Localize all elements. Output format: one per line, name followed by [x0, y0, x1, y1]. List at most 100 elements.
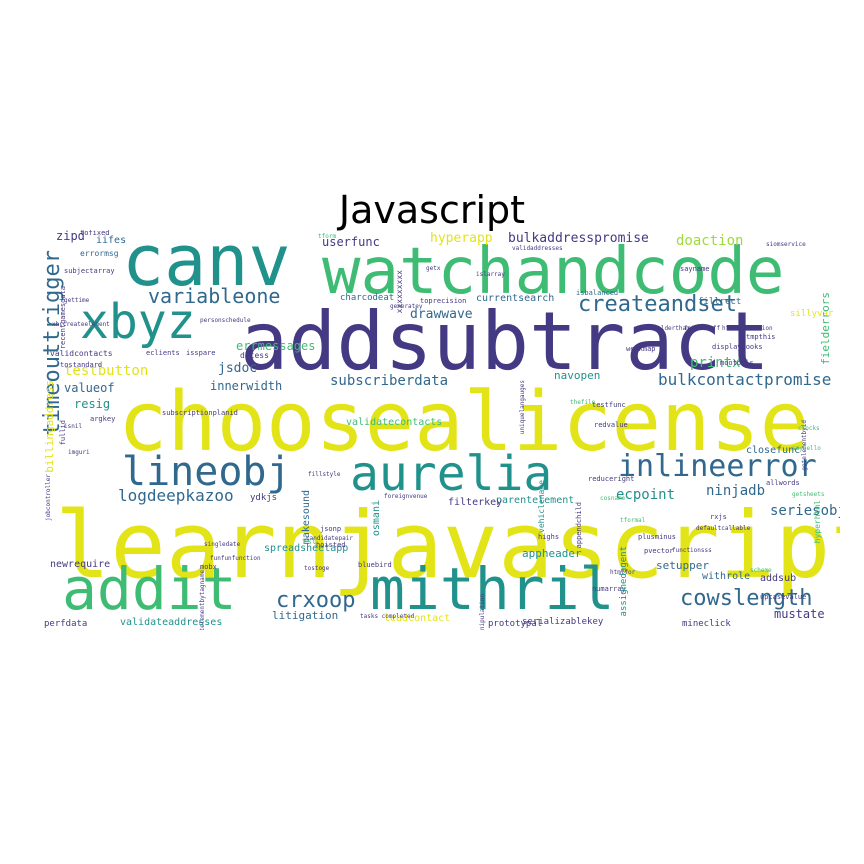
cloud-word: parentelement	[496, 495, 575, 506]
cloud-word: lineobj	[122, 449, 291, 495]
cloud-word: errormsg	[80, 249, 119, 258]
cloud-word: defaultcallable	[696, 525, 751, 532]
cloud-word: htmlfor	[610, 569, 636, 576]
cloud-word: fillrect	[698, 297, 742, 307]
cloud-word: personschedule	[200, 317, 251, 324]
cloud-word: billingaddress	[43, 380, 56, 473]
cloud-word: printx	[690, 355, 741, 371]
cloud-word: serializablekey	[522, 617, 604, 627]
cloud-word: tsl	[302, 537, 317, 546]
cloud-word: getelementbytagname	[199, 570, 206, 630]
cloud-word: htmlcollection	[722, 325, 773, 332]
word-cloud: learnjavascript choosealicense addsubtract…	[40, 230, 840, 630]
cloud-word: bulkaddresspromise	[508, 231, 649, 246]
cloud-word: closefunc	[746, 445, 801, 456]
cloud-word: allwords	[766, 479, 800, 487]
cloud-word: aurelia	[350, 446, 553, 502]
cloud-word: getx	[426, 265, 441, 272]
cloud-word: islarray	[476, 271, 505, 278]
cloud-word: errmessages	[236, 339, 316, 353]
cloud-word: isnil	[64, 423, 83, 430]
cloud-word: crocks	[798, 425, 820, 432]
cloud-word: hyperhtml	[813, 500, 822, 544]
cloud-word: withrole	[702, 571, 751, 582]
cloud-word: drawwave	[410, 307, 473, 322]
cloud-word: createandset	[578, 292, 737, 317]
cloud-word: validaddresses	[512, 245, 563, 252]
cloud-word: getsheets	[792, 491, 825, 498]
cloud-word: thefile	[570, 399, 596, 406]
cloud-word: addit	[62, 555, 237, 623]
cloud-word: filterkey	[448, 497, 503, 508]
cloud-word: fielderrors	[819, 292, 832, 365]
cloud-word: xbyz	[80, 294, 196, 350]
cloud-word: assignedagent	[619, 546, 629, 617]
cloud-word: highs	[538, 533, 560, 541]
cloud-word: sayhello	[792, 445, 821, 452]
cloud-word: innerwidth	[210, 379, 283, 393]
cloud-word: displaybooks	[712, 343, 763, 351]
cloud-word: fillstyle	[308, 471, 341, 478]
cloud-word: tasks completed	[360, 613, 415, 620]
cloud-word: zipd	[56, 230, 85, 243]
cloud-word: mineclick	[682, 619, 731, 629]
cloud-word: numarray	[592, 585, 626, 593]
cloud-word: addsubtract	[240, 295, 770, 388]
cloud-word: navopen	[554, 369, 601, 382]
cloud-word: pvector	[644, 547, 674, 555]
cloud-word: gettime	[64, 297, 90, 304]
cloud-word: userfunc	[322, 235, 380, 249]
cloud-word: testbutton	[64, 363, 149, 379]
cloud-word: leadcontact	[384, 613, 451, 624]
cloud-word: variableone	[148, 284, 281, 308]
cloud-word: choosealicense	[118, 375, 810, 470]
cloud-word: hoisted	[316, 541, 346, 549]
cloud-word: tostandard	[60, 361, 103, 369]
cloud-word: canv	[122, 230, 291, 302]
cloud-word: valueof	[64, 381, 115, 395]
cloud-word: tostoge	[304, 565, 330, 572]
cloud-word: tofixed	[80, 230, 110, 237]
cloud-word: crxoop	[276, 588, 356, 613]
cloud-word: mustate	[774, 607, 825, 621]
cloud-word: seriesobj	[770, 503, 840, 519]
cloud-word: charcodeat	[340, 293, 395, 303]
cloud-word: functionsss	[672, 547, 712, 554]
cloud-word: cowslength	[680, 586, 813, 611]
cloud-word: prototypal	[488, 619, 543, 629]
cloud-word: jsonp	[320, 525, 342, 533]
cloud-word: eclients	[146, 349, 180, 357]
cloud-word: plusminus	[638, 533, 676, 541]
cloud-word: perfdata	[44, 619, 88, 629]
cloud-word: cosname	[600, 495, 626, 502]
cloud-word: recentgamesdata	[59, 286, 67, 350]
cloud-word: validatecontacts	[346, 417, 443, 428]
cloud-word: singledate	[204, 541, 241, 548]
cloud-word: setupper	[656, 559, 709, 572]
cloud-word: argkey	[90, 415, 116, 423]
cloud-word: isspare	[186, 349, 216, 357]
cloud-word: spreadsheetapp	[264, 543, 349, 554]
cloud-word: tformal	[620, 517, 646, 524]
cloud-word: candidatepair	[306, 535, 353, 542]
cloud-word: hyperapp	[430, 231, 493, 246]
cloud-word: jsdoc	[218, 361, 258, 376]
cloud-word: jobcontroller	[45, 474, 52, 521]
cloud-word: isbalanced	[576, 289, 619, 297]
cloud-word: doaction	[676, 233, 744, 249]
cloud-word: currentsearch	[476, 293, 555, 304]
cloud-word: logdeepkazoo	[118, 486, 234, 505]
cloud-word: sillyvar	[790, 309, 834, 319]
cloud-word: redvalue	[594, 421, 628, 429]
cloud-word: imguri	[68, 449, 90, 456]
cloud-word: mobx	[200, 563, 217, 571]
cloud-word: litigation	[272, 609, 339, 622]
page-title: Javascript	[338, 188, 526, 232]
cloud-word: bluebird	[358, 561, 392, 569]
cloud-word: ninjadb	[706, 483, 766, 499]
cloud-word: isolderthan	[650, 325, 690, 332]
cloud-word: mootools	[720, 359, 754, 367]
cloud-word: tmpthis	[746, 333, 776, 341]
cloud-word: sayname	[680, 265, 710, 273]
cloud-word: siomservice	[766, 241, 806, 248]
